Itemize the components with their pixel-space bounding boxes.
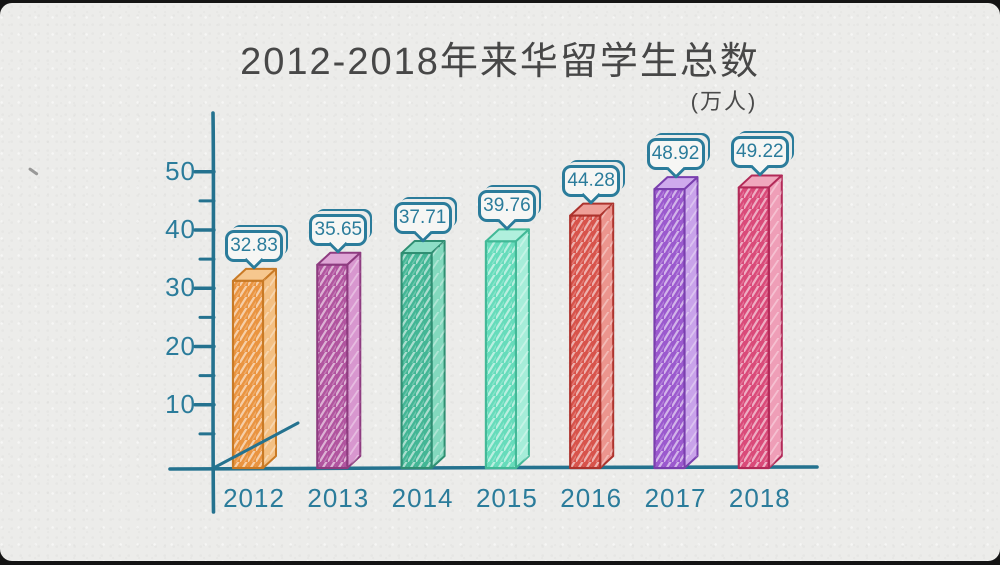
- value-callout: 48.92: [646, 138, 705, 171]
- x-tick-label: 2013: [307, 483, 370, 513]
- bars: [231, 174, 783, 470]
- value-callout: 37.71: [393, 202, 452, 235]
- bar-2013: [316, 251, 362, 470]
- callout-value: 37.71: [398, 207, 447, 229]
- unit-label: (万人): [690, 89, 758, 114]
- x-tick-label: 2018: [728, 483, 791, 513]
- value-callout: 32.83: [225, 229, 283, 262]
- y-tick-label: 30: [165, 272, 196, 303]
- callout-value: 35.65: [314, 218, 363, 240]
- bar-2018: [737, 174, 783, 470]
- value-callout: 44.28: [562, 164, 621, 197]
- bar-2015: [484, 228, 530, 470]
- callout-value: 44.28: [567, 169, 615, 191]
- callout-value: 48.92: [651, 143, 700, 165]
- x-tick-label: 2014: [391, 483, 454, 513]
- callout-value: 32.83: [230, 234, 278, 256]
- chart-title: 2012-2018年来华留学生总数: [240, 41, 760, 83]
- bar-2016: [569, 202, 615, 470]
- callout-value: 39.76: [483, 195, 531, 217]
- y-tick-label: 50: [165, 155, 196, 186]
- x-tick-label: 2016: [560, 483, 623, 513]
- sketch-stray-line: [212, 421, 300, 470]
- bar-2014: [400, 240, 446, 470]
- x-tick-label: 2015: [475, 483, 538, 513]
- y-tick-label: 40: [165, 214, 196, 244]
- value-callout: 35.65: [309, 213, 368, 246]
- bar-2012: [231, 267, 277, 470]
- value-callout: 49.22: [730, 136, 789, 169]
- y-tick-label: 20: [165, 330, 196, 361]
- callout-value: 49.22: [736, 141, 784, 163]
- x-tick-label: 2012: [223, 483, 285, 513]
- x-tick-label: 2017: [644, 483, 707, 513]
- value-callout: 39.76: [477, 190, 536, 223]
- y-tick-label: 10: [165, 388, 196, 419]
- bar-2017: [653, 176, 699, 470]
